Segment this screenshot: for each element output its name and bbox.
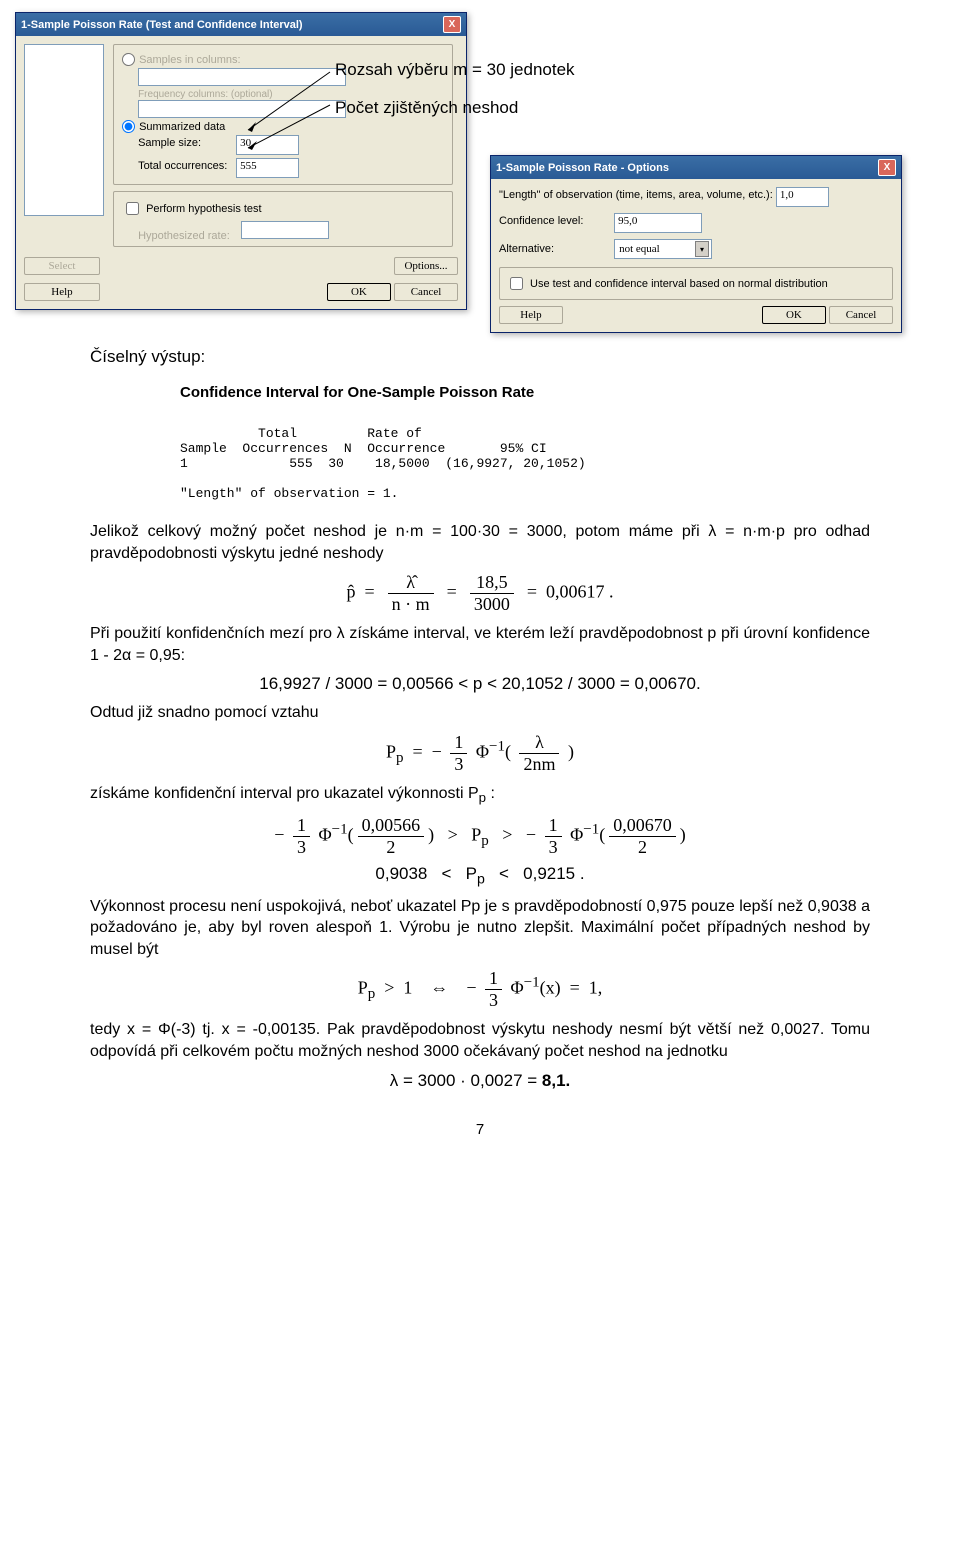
radio-summarized[interactable]: Summarized data [122,120,444,133]
sample-size-input[interactable]: 30 [236,135,299,155]
chevron-down-icon: ▾ [695,241,709,257]
ok-button-2[interactable]: OK [762,306,826,324]
dialog-options: 1-Sample Poisson Rate - Options X "Lengt… [490,155,902,333]
chk-hypothesis[interactable]: Perform hypothesis test [122,199,444,218]
eq-lambda: λ = 3000 · 0,0027 = 8,1. [90,1071,870,1091]
sample-size-label: Sample size: [138,137,233,149]
confidence-label: Confidence level: [499,215,611,227]
page-number: 7 [90,1121,870,1138]
select-button: Select [24,257,100,275]
options-button[interactable]: Options... [394,257,458,275]
help-button-2[interactable]: Help [499,306,563,324]
dialog2-title: 1-Sample Poisson Rate - Options [496,162,669,174]
freq-input [138,100,346,118]
length-input[interactable]: 1,0 [776,187,829,207]
para-5: Výkonnost procesu není uspokojivá, neboť… [90,896,870,961]
close-icon[interactable]: X [443,16,461,33]
para-3: Odtud již snadno pomocí vztahu [90,702,870,724]
total-occ-label: Total occurrences: [138,160,233,172]
dialog-poisson-rate: 1-Sample Poisson Rate (Test and Confiden… [15,12,467,310]
total-occ-input[interactable]: 555 [236,158,299,178]
callout-2: Počet zjištěných neshod [335,98,575,118]
columns-input [138,68,346,86]
alternative-select[interactable]: not equal▾ [614,239,712,259]
output-title: Confidence Interval for One-Sample Poiss… [180,384,870,401]
eq-interval-p: 16,9927 / 3000 = 0,00566 < p < 20,1052 /… [90,674,870,694]
alternative-label: Alternative: [499,243,611,255]
dialog1-titlebar: 1-Sample Poisson Rate (Test and Confiden… [16,13,466,36]
eq-pp-gt1: Pp > 1 ⇔ − 13 Φ−1(x) = 1, [90,968,870,1011]
help-button[interactable]: Help [24,283,100,301]
hyp-rate-input [241,221,329,239]
para-1: Jelikož celkový možný počet neshod je n·… [90,521,870,564]
ok-button[interactable]: OK [327,283,391,301]
close-icon[interactable]: X [878,159,896,176]
confidence-input[interactable]: 95,0 [614,213,702,233]
para-2: Při použití konfidenčních mezí pro λ zís… [90,623,870,666]
variables-listbox[interactable] [24,44,104,216]
eq-phat: p̂ = λ̂n · m = 18,53000 = 0,00617 . [90,572,870,615]
dialog1-title: 1-Sample Poisson Rate (Test and Confiden… [21,19,303,31]
length-label: "Length" of observation (time, items, ar… [499,189,773,201]
dialog2-titlebar: 1-Sample Poisson Rate - Options X [491,156,901,179]
cancel-button-2[interactable]: Cancel [829,306,893,324]
eq-pp: Pp = − 13 Φ−1( λ2nm ) [90,732,870,775]
chk-normal-dist[interactable]: Use test and confidence interval based o… [506,274,886,293]
para-4: získáme konfidenční interval pro ukazate… [90,783,870,807]
eq-pp-bounds: − 13 Φ−1(0,005662) > Pp > − 13 Φ−1(0,006… [90,815,870,858]
minitab-output: Confidence Interval for One-Sample Poiss… [90,384,870,501]
cancel-button[interactable]: Cancel [394,283,458,301]
para-6: tedy x = Φ(-3) tj. x = -0,00135. Pak pra… [90,1019,870,1062]
callout-1: Rozsah výběru m = 30 jednotek [335,60,575,80]
callouts: Rozsah výběru m = 30 jednotek Počet zjiš… [335,60,575,118]
output-heading: Číselný výstup: [90,347,870,367]
hyp-rate-label: Hypothesized rate: [138,230,238,242]
eq-pp-num: 0,9038 < Pp < 0,9215 . [90,864,870,887]
